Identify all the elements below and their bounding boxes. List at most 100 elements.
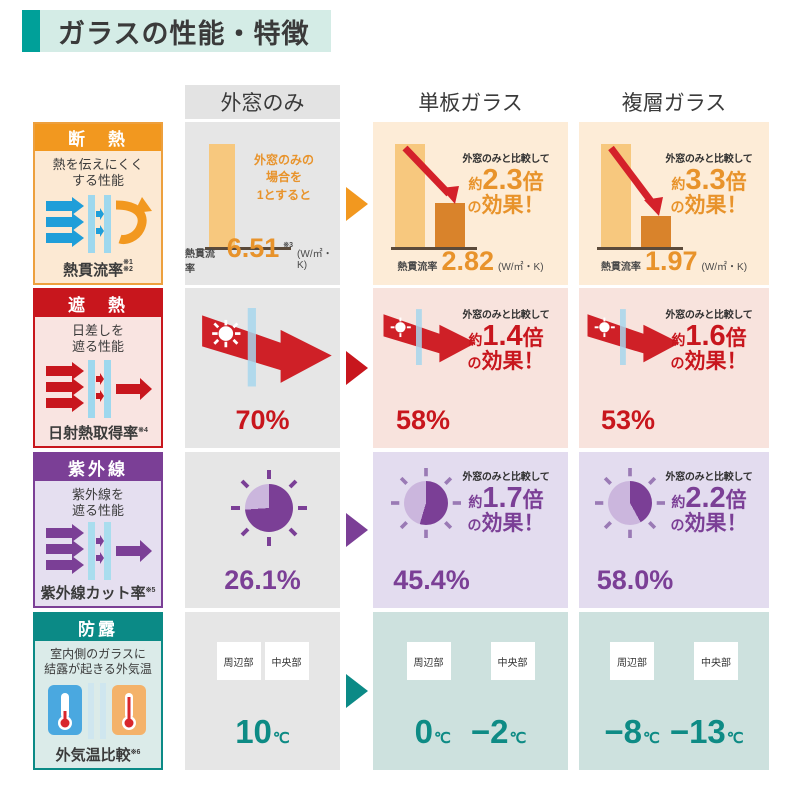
temperature-value-center: −13 ℃ [669,713,744,750]
cell-uv-double-glass: 外窓のみと比較して 約 2.2 倍 の効果！ 58.0% [579,452,769,608]
cell-shading-outer-window: 70% [185,288,340,448]
value-shading-outer-window: 70% [235,405,290,435]
cell-insulation-single-glass: 外窓のみと比較して 約 2.3 倍 の効果！ 熱貫流率 2.82 (W/㎡・K) [373,122,568,285]
value-uv-single-glass: 45.4% [393,565,470,595]
column-header-outer-window: 外窓のみ [185,85,340,119]
value-shading-double-glass: 53% [600,405,656,435]
zone-label-edge: 周辺部 [610,642,654,680]
title-accent-bar [22,10,40,52]
sun-through-glass-icon [193,302,339,403]
zone-label-center: 中央部 [694,642,738,680]
row-label-card-uv: 紫外線 紫外線を 遮る性能 [33,452,163,608]
row-heading-insulation: 断 熱 [35,124,161,151]
row-description-condensation: 室内側のガラスに 結露が起きる外気温 [44,647,152,676]
zone-labels: 周辺部 中央部 [579,642,769,680]
zone-label-edge: 周辺部 [406,642,451,680]
temperature-values-single-glass: 0 ℃ −2 ℃ [373,715,568,748]
column-header-single-glass: 単板ガラス [418,92,523,115]
cell-condensation-double-glass: 周辺部 中央部 −8 ℃ −13 ℃ [579,612,769,770]
row-heading-shading: 遮 熱 [35,290,161,317]
effect-insulation-single: 外窓のみと比較して 約 2.3 倍 の効果！ [462,154,550,218]
uv-pie [608,481,652,525]
spacer [568,85,579,119]
row-heading-uv: 紫外線 [35,454,161,481]
bar-chart-insulation-base [199,142,319,252]
zone-labels: 周辺部 中央部 [185,642,340,680]
bar-single-glass [435,203,465,248]
sun-rays-icon [595,468,665,538]
row-metric-uv: 紫外線カット率※5 [40,585,156,602]
cell-uv-outer-window: 26.1% [185,452,340,608]
title-box: ガラスの性能・特徴 [40,10,332,52]
spacer [163,85,185,119]
title-text: ガラスの性能・特徴 [58,18,310,49]
base-caption: 外窓のみの 場合を 1とすると [253,153,314,202]
metric-value-single-glass: 熱貫流率 2.82 (W/㎡・K) [397,246,544,276]
metric-value-outer-window: 熱貫流率 6.51 ※3 (W/㎡・K) [185,233,333,276]
uv-pie [245,484,293,532]
bar-reference [601,144,631,248]
uv-sun-gauge [231,470,307,546]
effect-shading-double: 外窓のみと比較して 約 1.6 倍 の効果！ [665,310,753,374]
metric-value-double-glass: 熱貫流率 1.97 (W/㎡・K) [600,246,748,276]
solar-shading-icon [42,356,154,423]
effect-uv-single: 外窓のみと比較して 約 1.7 倍 の効果！ [462,472,550,536]
effect-insulation-double: 外窓のみと比較して 約 3.3 倍 の効果！ [665,154,753,218]
row-metric-condensation: 外気温比較※6 [55,747,141,764]
row-description-uv: 紫外線を 遮る性能 [71,487,124,519]
sun-rays-icon [391,468,461,538]
arrow-uv [340,452,373,608]
temperature-values-double-glass: −8 ℃ −13 ℃ [579,715,769,748]
page-title: ガラスの性能・特徴 [22,10,332,52]
cell-shading-single-glass: 外窓のみと比較して 約 1.4 倍 の効果！ 58% [373,288,568,448]
bar-double-glass [641,216,671,248]
uv-pie [404,481,448,525]
arrow-condensation [340,612,373,770]
corner-spacer [33,85,163,119]
spacer [340,85,373,119]
value-uv-outer-window: 26.1% [224,565,301,595]
row-heading-condensation: 防露 [35,614,161,641]
row-label-card-shading: 遮 熱 日差しを 遮る性能 [33,288,163,448]
cell-insulation-double-glass: 外窓のみと比較して 約 3.3 倍 の効果！ 熱貫流率 1.97 (W/㎡・K) [579,122,769,285]
sun-through-glass-icon [377,304,481,379]
effect-shading-single: 外窓のみと比較して 約 1.4 倍 の効果！ [462,310,550,374]
zone-label-center: 中央部 [264,642,309,680]
cell-condensation-outer-window: 周辺部 中央部 10 ℃ [185,612,340,770]
sun-through-glass-icon [581,304,685,379]
row-description-insulation: 熱を伝えにくく する性能 [52,157,144,189]
temperature-value-center: −2 ℃ [470,713,527,750]
temperature-values-outer-window: 10 ℃ [185,715,340,748]
condensation-thermometer-icon [42,677,154,744]
cell-shading-double-glass: 外窓のみと比較して 約 1.6 倍 の効果！ 53% [579,288,769,448]
row-metric-insulation: 熱貫流率※1 ※2 [63,259,133,279]
bar-outer-window [209,144,235,248]
row-description-shading: 日差しを 遮る性能 [71,323,124,355]
temperature-value-edge: 0 ℃ [414,713,451,750]
zone-label-center: 中央部 [490,642,535,680]
value-shading-single-glass: 58% [395,405,451,435]
bar-chart-insulation-double [593,142,713,252]
cell-condensation-single-glass: 周辺部 中央部 0 ℃ −2 ℃ [373,612,568,770]
value-uv-double-glass: 58.0% [596,565,674,595]
zone-labels: 周辺部 中央部 [373,642,568,680]
zone-label-edge: 周辺部 [216,642,261,680]
sun-rays-icon [231,470,307,546]
comparison-grid: 外窓のみ 単板ガラス 複層ガラス 断 熱 熱を伝えにくく する性能 [33,85,769,770]
row-label-card-condensation: 防露 室内側のガラスに 結露が起きる外気温 [33,612,163,770]
uv-sun-gauge [391,468,461,538]
column-header-double-glass: 複層ガラス [621,92,727,115]
arrow-shading [340,288,373,448]
uv-blocking-icon [42,520,154,583]
uv-sun-gauge [595,468,665,538]
cell-uv-single-glass: 外窓のみと比較して 約 1.7 倍 の効果！ 45.4% [373,452,568,608]
effect-uv-double: 外窓のみと比較して 約 2.2 倍 の効果！ [665,472,753,536]
arrow-insulation [340,122,373,285]
temperature-value-edge: −8 ℃ [604,713,660,750]
row-label-card-insulation: 断 熱 熱を伝えにくく する性能 [33,122,163,285]
row-metric-shading: 日射熱取得率※4 [48,425,148,442]
bar-chart-insulation-single [387,142,507,252]
heat-insulation-icon [42,190,154,260]
temperature-value: 10 ℃ [235,713,290,750]
